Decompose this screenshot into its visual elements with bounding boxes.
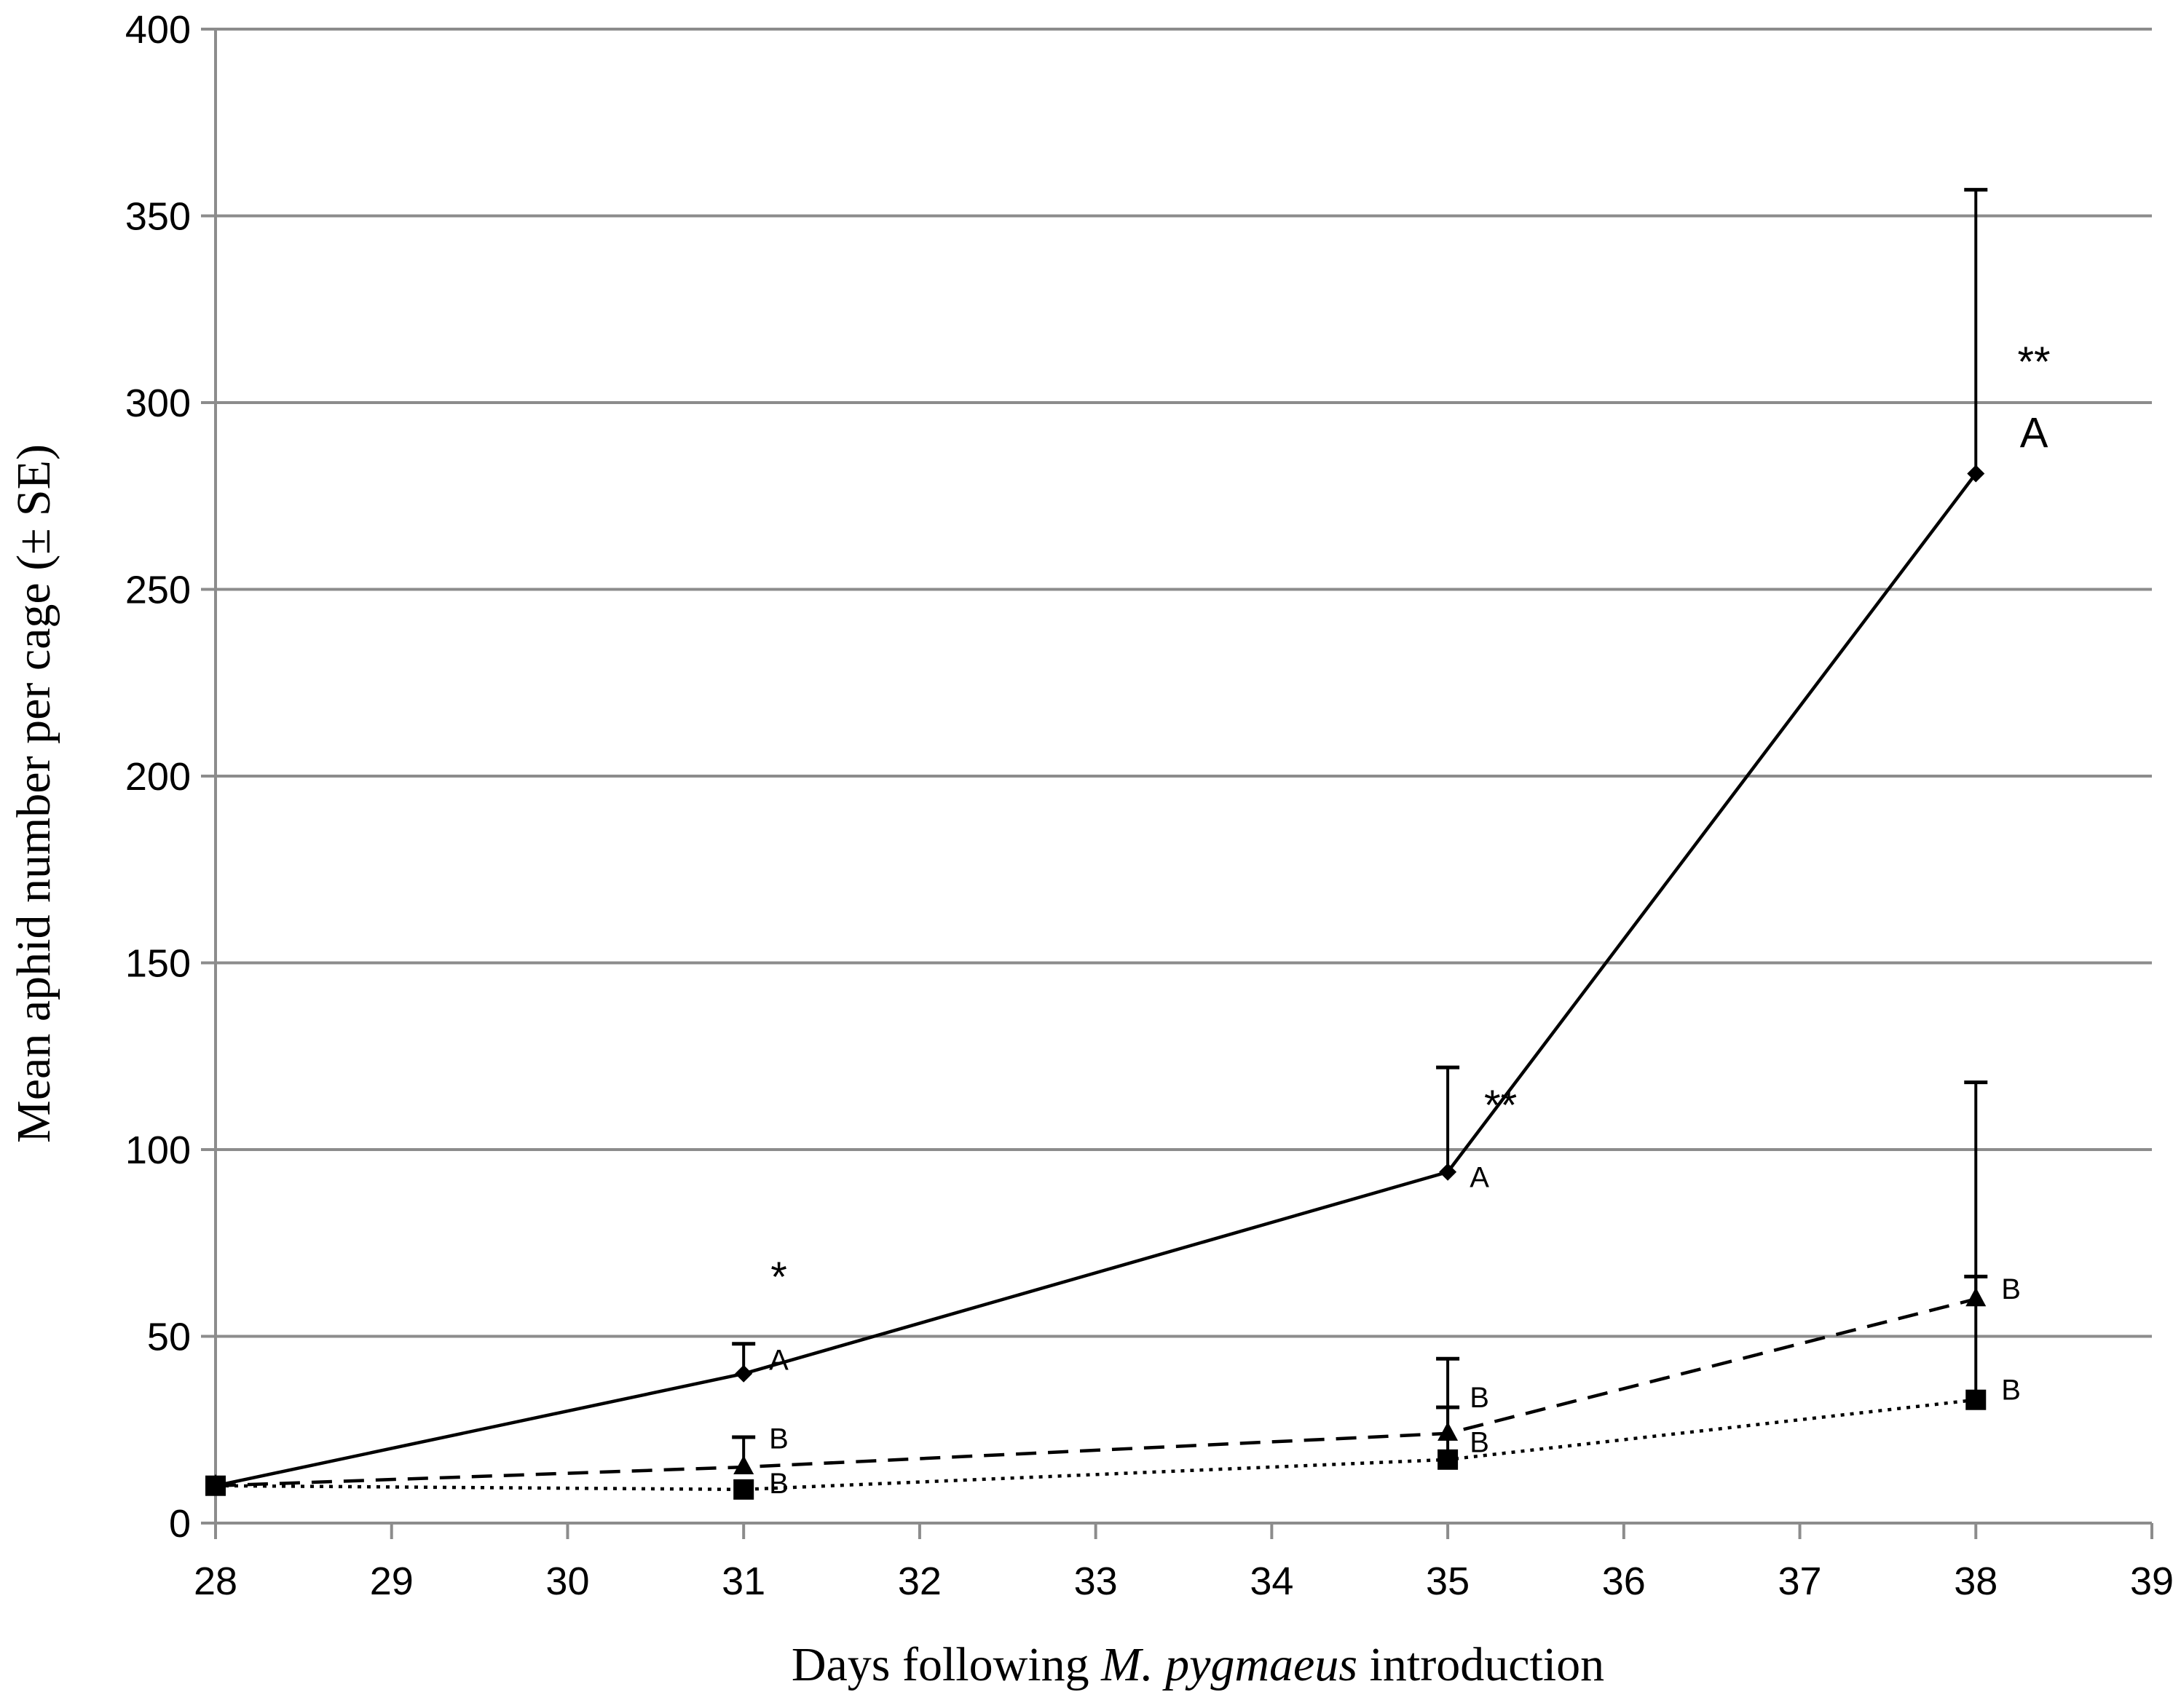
x-tick-label-36: 36	[1602, 1559, 1646, 1603]
annotation-1: A	[769, 1345, 789, 1377]
annotation-0: *	[770, 1254, 787, 1301]
x-tick-label-30: 30	[545, 1559, 589, 1603]
series-line-diamond	[215, 473, 1978, 1487]
annotations: *ABB**ABB**ABB	[769, 339, 2050, 1500]
y-tick-label-400: 400	[125, 8, 191, 52]
annotation-7: B	[1470, 1427, 1489, 1459]
series-square	[205, 1274, 1988, 1500]
x-tick-label-38: 38	[1954, 1559, 1997, 1603]
y-tick-labels: 0 50 100 150 200 250 300 350 400	[125, 8, 191, 1546]
point-diamond-38	[1967, 464, 1985, 483]
x-tick-label-34: 34	[1250, 1559, 1293, 1603]
x-axis-label-italic: M. pygmaeus	[1100, 1638, 1357, 1691]
y-axis-label: Mean aphid number per cage (± SE)	[7, 444, 60, 1143]
x-tick-label-39: 39	[2130, 1559, 2174, 1603]
annotation-8: **	[2017, 339, 2050, 386]
y-tick-label-50: 50	[147, 1316, 191, 1359]
y-tick-label-100: 100	[125, 1128, 191, 1172]
annotation-10: B	[2001, 1273, 2021, 1305]
series-line-square	[215, 1398, 1976, 1492]
y-tick-label-0: 0	[169, 1502, 191, 1546]
x-tick-label-37: 37	[1778, 1559, 1822, 1603]
x-tick-label-31: 31	[722, 1559, 765, 1603]
annotation-5: A	[1470, 1161, 1489, 1193]
data-series	[205, 188, 1988, 1500]
y-tick-label-300: 300	[125, 381, 191, 425]
y-tick-label-150: 150	[125, 942, 191, 986]
point-square-38	[1965, 1389, 1987, 1410]
point-diamond-35	[1439, 1163, 1457, 1181]
point-triangle-31	[733, 1455, 754, 1475]
point-diamond-31	[735, 1364, 753, 1383]
point-square-28	[205, 1475, 226, 1496]
annotation-2: B	[769, 1423, 789, 1455]
gridlines	[216, 28, 2152, 1338]
point-square-31	[733, 1479, 754, 1500]
y-tick-label-350: 350	[125, 195, 191, 239]
x-tick-label-29: 29	[370, 1559, 414, 1603]
x-tick-label-35: 35	[1426, 1559, 1470, 1603]
annotation-9: A	[2020, 410, 2048, 457]
annotation-3: B	[769, 1468, 789, 1500]
annotation-4: **	[1484, 1082, 1517, 1129]
x-axis-label-prefix: Days following	[792, 1638, 1101, 1691]
axes	[201, 28, 2153, 1539]
x-tick-label-28: 28	[194, 1559, 237, 1603]
y-tick-label-250: 250	[125, 569, 191, 612]
annotation-11: B	[2001, 1375, 2021, 1407]
x-tick-label-32: 32	[898, 1559, 942, 1603]
x-axis-label: Days following M. pygmaeus introduction	[792, 1638, 1604, 1691]
series-diamond	[207, 188, 1988, 1495]
series-line-triangle	[215, 1297, 1976, 1487]
point-square-35	[1437, 1449, 1459, 1470]
annotation-6: B	[1470, 1382, 1489, 1414]
x-tick-labels: 28 29 30 31 32 33 34 35 36 37 38 39	[194, 1559, 2174, 1603]
x-tick-label-33: 33	[1074, 1559, 1118, 1603]
x-axis-label-suffix: introduction	[1370, 1638, 1605, 1691]
y-tick-label-200: 200	[125, 755, 191, 799]
